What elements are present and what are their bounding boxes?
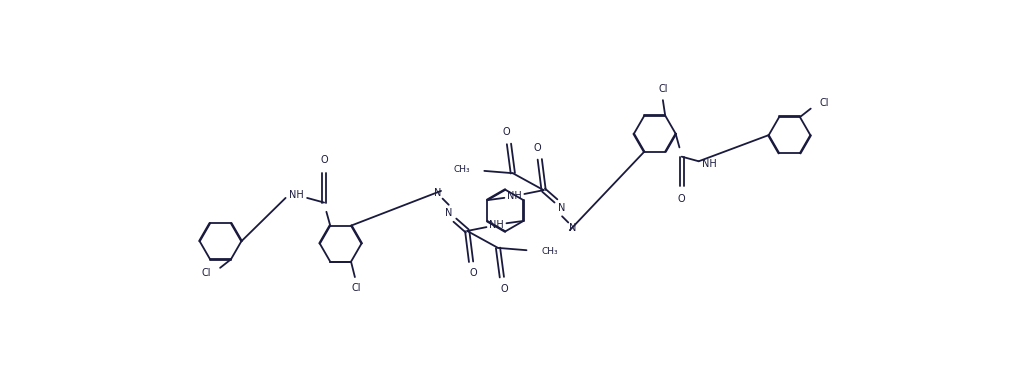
Text: Cl: Cl <box>659 84 668 94</box>
Text: Cl: Cl <box>352 283 361 293</box>
Text: NH: NH <box>289 190 304 200</box>
Text: N: N <box>446 208 453 218</box>
Text: Cl: Cl <box>202 268 211 278</box>
Text: O: O <box>469 268 477 278</box>
Text: O: O <box>678 194 685 204</box>
Text: NH: NH <box>702 159 717 170</box>
Text: N: N <box>434 188 441 198</box>
Text: O: O <box>500 284 508 294</box>
Text: O: O <box>503 128 510 137</box>
Text: N: N <box>569 223 576 233</box>
Text: O: O <box>534 143 541 153</box>
Text: CH₃: CH₃ <box>453 165 469 174</box>
Text: NH: NH <box>489 220 504 230</box>
Text: Cl: Cl <box>820 98 829 108</box>
Text: O: O <box>320 155 328 165</box>
Text: N: N <box>559 203 566 213</box>
Text: NH: NH <box>507 191 522 201</box>
Text: CH₃: CH₃ <box>541 247 558 256</box>
